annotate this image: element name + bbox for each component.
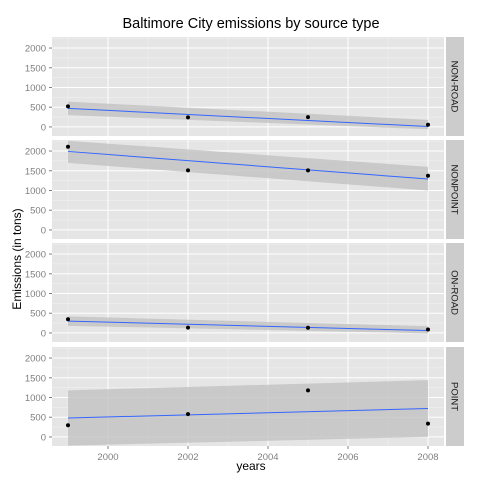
y-tick-label: 500 <box>30 103 46 114</box>
data-point <box>426 327 430 332</box>
facet-panel-nonpoint: 0 500 1000 1500 2000 NONPOINT <box>25 140 464 239</box>
x-axis-ticks: 2000 2002 2004 2006 2008 <box>97 446 439 463</box>
y-tick-label: 1500 <box>25 63 46 74</box>
facet-panel-on-road: 0 500 1000 1500 2000 ON-ROAD <box>25 243 464 342</box>
panel-content <box>52 347 444 446</box>
fit-line <box>67 408 429 419</box>
data-point <box>66 104 70 109</box>
data-point <box>426 421 430 426</box>
panel-content <box>52 37 444 136</box>
y-tick-label: 0 <box>41 432 46 443</box>
panel-content <box>52 140 444 239</box>
y-tick-label: 2000 <box>25 44 46 55</box>
y-tick-label: 1000 <box>25 186 46 197</box>
data-point <box>66 423 70 428</box>
fit-line <box>67 150 429 180</box>
confidence-band <box>68 316 428 334</box>
facet-strip-label: ON-ROAD <box>449 270 460 315</box>
data-point <box>306 325 310 330</box>
data-point <box>426 122 430 127</box>
y-tick-label: 0 <box>41 225 46 236</box>
y-tick-label: 1500 <box>25 166 46 177</box>
x-tick-label: 2006 <box>337 452 358 463</box>
y-tick-label: 0 <box>41 122 46 133</box>
y-axis-label: Emissions (in tons) <box>10 208 24 309</box>
y-tick-label: 500 <box>30 309 46 320</box>
facet-strip <box>446 37 464 136</box>
fit-line <box>67 320 429 332</box>
y-tick-label: 500 <box>30 413 46 424</box>
y-tick-label: 1500 <box>25 373 46 384</box>
x-tick-label: 2002 <box>177 452 198 463</box>
facet-strip-label: NON-ROAD <box>449 61 460 113</box>
y-tick-label: 2000 <box>25 250 46 261</box>
facet-strip <box>446 243 464 342</box>
y-tick-label: 1500 <box>25 269 46 280</box>
data-point <box>186 115 190 120</box>
y-tick-label: 2000 <box>25 354 46 365</box>
facet-panel-point: 0 500 1000 1500 2000 POINT <box>25 347 464 446</box>
y-tick-label: 1000 <box>25 83 46 94</box>
data-point <box>186 325 190 330</box>
data-point <box>66 317 70 322</box>
x-tick-label: 2008 <box>417 452 438 463</box>
data-point <box>186 412 190 417</box>
y-tick-label: 500 <box>30 206 46 217</box>
x-axis-label: years <box>236 459 265 473</box>
data-point <box>306 168 310 173</box>
data-point <box>66 144 70 149</box>
facet-strip <box>446 347 464 446</box>
y-tick-label: 1000 <box>25 393 46 404</box>
fit-line <box>67 107 429 128</box>
y-tick-label: 0 <box>41 328 46 339</box>
data-point <box>306 115 310 120</box>
data-point <box>306 388 310 393</box>
y-tick-label: 2000 <box>25 147 46 158</box>
y-tick-label: 1000 <box>25 289 46 300</box>
facet-strip-label: NONPOINT <box>449 164 460 214</box>
chart-title: Baltimore City emissions by source type <box>122 16 379 32</box>
facet-strip-label: POINT <box>449 382 460 411</box>
x-tick-label: 2004 <box>257 452 278 463</box>
data-point <box>426 173 430 178</box>
facet-panels: 0 500 1000 1500 2000 NON-ROAD 0 500 1000 1500 2000… <box>25 37 464 446</box>
facet-panel-non-road: 0 500 1000 1500 2000 NON-ROAD <box>25 37 464 136</box>
data-point <box>186 168 190 173</box>
facet-strip <box>446 140 464 239</box>
x-tick-label: 2000 <box>97 452 118 463</box>
panel-content <box>52 243 444 342</box>
